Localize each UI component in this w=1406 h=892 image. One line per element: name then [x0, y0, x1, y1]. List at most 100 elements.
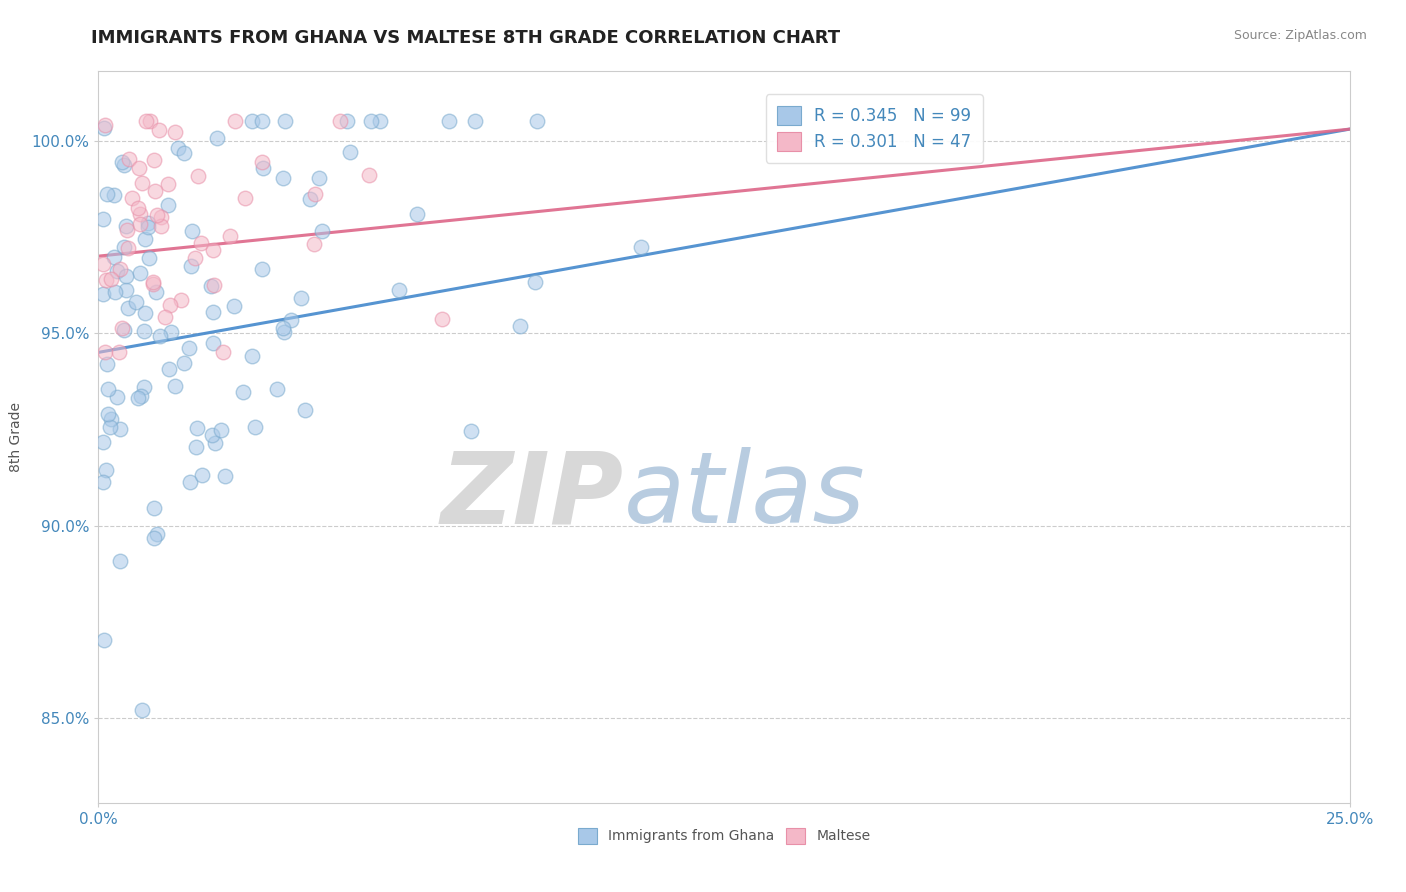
Point — [179, 475, 201, 490]
Point — [243, 420, 266, 434]
Point — [160, 326, 183, 340]
Point — [112, 158, 135, 172]
Point — [204, 435, 226, 450]
Point — [139, 114, 162, 128]
Point — [145, 285, 167, 300]
Point — [242, 349, 264, 363]
Point — [250, 261, 273, 276]
Point — [127, 391, 149, 405]
Point — [142, 501, 165, 516]
Point — [280, 312, 302, 326]
Point — [173, 146, 195, 161]
Point — [93, 212, 115, 227]
Point — [98, 420, 121, 434]
Point — [357, 168, 380, 182]
Point — [105, 390, 128, 404]
Point — [131, 389, 153, 403]
Point — [240, 114, 263, 128]
Point — [103, 187, 125, 202]
Point — [524, 276, 547, 290]
Point — [311, 224, 333, 238]
Point — [125, 294, 148, 309]
Point — [138, 251, 160, 265]
Point — [159, 298, 181, 312]
Point — [108, 261, 131, 276]
Point — [201, 243, 224, 257]
Point — [250, 114, 273, 128]
Point — [93, 475, 115, 489]
Point — [202, 277, 225, 292]
Point — [112, 322, 135, 336]
Point — [117, 301, 139, 316]
Point — [121, 191, 143, 205]
Point — [157, 362, 180, 376]
Point — [190, 235, 212, 250]
Point — [114, 219, 136, 233]
Point — [180, 259, 202, 273]
Point — [271, 170, 294, 185]
Text: Source: ZipAtlas.com: Source: ZipAtlas.com — [1233, 29, 1367, 42]
Point — [97, 407, 120, 421]
Point — [93, 345, 115, 359]
Point — [209, 423, 232, 437]
Point — [298, 192, 321, 206]
Point — [94, 118, 117, 132]
Point — [96, 357, 118, 371]
Point — [163, 378, 186, 392]
Point — [103, 250, 125, 264]
Point — [201, 428, 224, 442]
Point — [93, 120, 115, 135]
Point — [149, 329, 172, 343]
Point — [115, 269, 138, 284]
Point — [149, 219, 172, 234]
Point — [212, 345, 235, 359]
Point — [132, 380, 155, 394]
Point — [112, 240, 135, 254]
Point — [157, 198, 180, 212]
Point — [180, 224, 202, 238]
Point — [509, 319, 531, 334]
Point — [360, 114, 382, 128]
Point — [94, 463, 117, 477]
Point — [143, 184, 166, 198]
Point — [157, 177, 180, 191]
Point — [134, 306, 156, 320]
Point — [460, 424, 482, 438]
Point — [97, 382, 120, 396]
Point — [111, 154, 134, 169]
Text: atlas: atlas — [624, 447, 866, 544]
Point — [96, 187, 118, 202]
Point — [93, 286, 115, 301]
Point — [184, 251, 207, 265]
Point — [219, 229, 242, 244]
Point — [136, 219, 159, 234]
Point — [406, 207, 429, 221]
Point — [336, 114, 359, 128]
Point — [134, 232, 156, 246]
Point — [148, 123, 170, 137]
Point — [224, 299, 246, 313]
Point — [129, 206, 152, 220]
Point — [111, 321, 134, 335]
Point — [167, 141, 190, 155]
Text: ZIP: ZIP — [441, 447, 624, 544]
Point — [186, 440, 208, 454]
Point — [108, 554, 131, 568]
Point — [339, 145, 361, 159]
Point — [170, 293, 193, 307]
Point — [100, 272, 122, 286]
Point — [200, 278, 222, 293]
Point — [232, 384, 254, 399]
Point — [143, 531, 166, 545]
Point — [146, 526, 169, 541]
Point — [294, 403, 316, 417]
Point — [526, 114, 548, 128]
Point — [439, 114, 461, 128]
Point — [153, 310, 176, 325]
Point — [108, 345, 131, 359]
Legend: Immigrants from Ghana, Maltese: Immigrants from Ghana, Maltese — [571, 821, 877, 851]
Point — [117, 241, 139, 255]
Point — [252, 161, 274, 176]
Point — [93, 434, 115, 449]
Point — [630, 240, 652, 254]
